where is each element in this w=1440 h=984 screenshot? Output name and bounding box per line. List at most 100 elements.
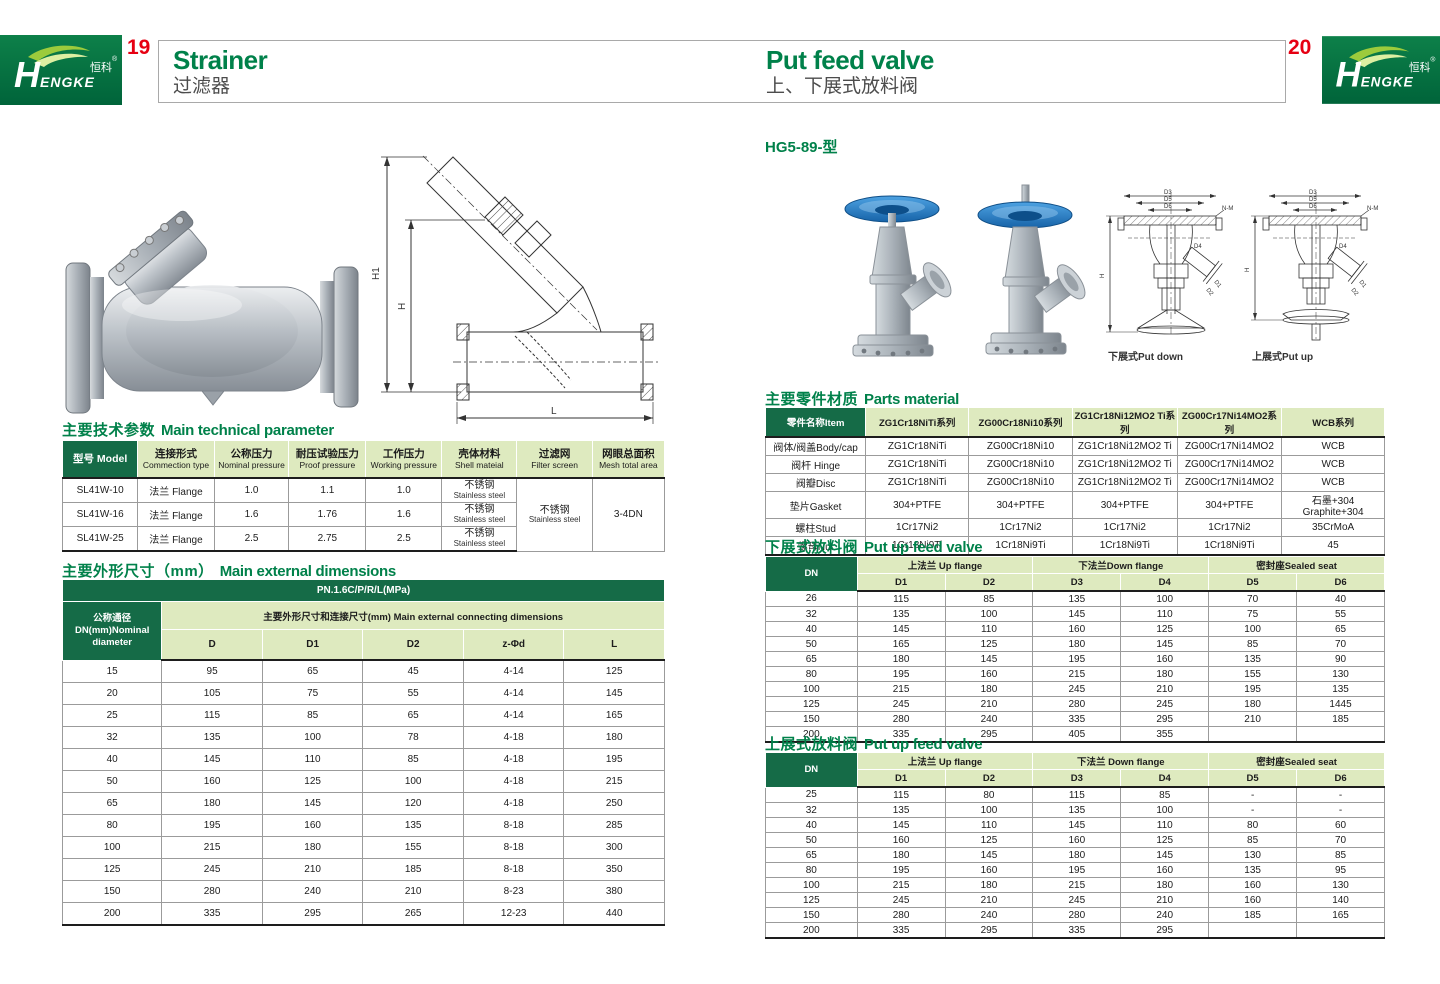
table-cell: 120 [362,792,464,815]
table-cell: 155 [1208,666,1298,682]
table-cell: 4-18 [462,792,565,815]
column-header: D2 [944,769,1034,788]
table-cell: 2.5 [365,526,443,552]
table-cell: 100 [261,726,364,749]
pn-header: PN.1.6C/P/R/L(MPa) [62,579,665,602]
table-cell: ZG1Cr18NiTi [865,473,970,492]
table-cell: ZG1Cr18Ni12MO2 Ti [1072,455,1178,474]
table-cell: 1Cr17Ni2 [968,518,1073,537]
logo-letter: H [1336,55,1362,94]
table-cell: 110 [944,817,1034,833]
table-cell: 1Cr17Ni2 [1072,518,1178,537]
table-cell: ZG1Cr18NiTi [865,436,970,456]
put-down-table: DN 上法兰 Up flange 下法兰Down flange 密封座Seale… [765,556,1385,743]
table-cell: 180 [856,847,946,863]
table-cell: 145 [856,621,946,637]
table-row: 150 280 240 280 240 185 165 [765,907,1385,923]
table-cell: 135 [1208,651,1298,667]
table-cell: 180 [1032,636,1122,652]
column-header: L [563,629,665,661]
table-cell: 210 [1120,892,1210,908]
table-cell: 215 [1032,666,1122,682]
table-cell: 45 [362,659,464,683]
dn-header: DN [765,752,858,788]
table-cell: 440 [563,902,665,926]
table-cell: 210 [1208,711,1298,727]
table-cell: 200 [61,902,163,926]
table-cell: 145 [944,847,1034,863]
table-cell: 95 [161,659,263,683]
table-cell: 35CrMoA [1281,518,1385,537]
column-header: D6 [1296,573,1385,592]
table-cell: 165 [1296,907,1385,923]
section-title-zh: 主要零件材质 [765,391,859,408]
column-header: ZG00Cr18Ni10系列 [968,407,1073,438]
table-cell: 180 [161,792,263,815]
table-cell: 160 [261,814,364,837]
table-cell: 405 [1032,726,1122,743]
table-cell: 4-14 [462,682,565,705]
table-cell: 1Cr18Ni9Ti [968,536,1073,556]
section-title-tech-params: 主要技术参数 Main technical parameter [62,419,334,440]
section-title-zh: 主要技术参数 [62,422,156,439]
dim-label-d3: D3 [1309,190,1317,196]
table-cell: 40 [765,621,858,637]
table-cell: 65 [1296,621,1385,637]
table-cell: 304+PTFE [865,491,970,519]
table-cell: 85 [1208,832,1298,848]
table-cell: 100 [1120,802,1210,818]
section-title-en: Put up feed valve [864,539,983,556]
table-cell: 65 [765,847,858,863]
column-header: 壳体材料 Shell mateial [441,440,518,479]
table-cell: 145 [161,748,263,771]
table-cell: 295 [261,902,364,926]
table-cell: 160 [856,832,946,848]
table-cell: 145 [1032,817,1122,833]
table-row: 50 165 125 180 145 85 70 [765,636,1385,652]
table-row: 螺柱Stud 1Cr17Ni2 1Cr17Ni2 1Cr17Ni2 1Cr17Ni2 35… [764,518,1385,537]
table-cell: 85 [261,704,364,727]
table-cell: 78 [362,726,464,749]
table-cell: 210 [944,696,1034,712]
table-cell: 55 [1296,606,1385,622]
page-number-right: 20 [1288,36,1312,59]
table-row: 阀瓣Disc ZG1Cr18NiTi ZG00Cr18Ni10 ZG1Cr18Ni12… [764,473,1385,492]
strainer-drawing: H1 H L [365,140,670,440]
table-cell: 1.76 [288,502,367,527]
table-cell: 1Cr17Ni2 [1176,518,1283,537]
hengke-logo-graphic: H ENGKE 恒科 ® [1322,36,1440,104]
table-cell: 80 [944,786,1034,803]
table-cell: 160 [161,770,263,793]
table-cell: 65 [61,792,163,815]
table-row: 15 95 65 45 4-14 125 [61,659,665,683]
table-cell: 32 [765,606,858,622]
table-cell: 26 [765,590,858,607]
table-cell: 160 [1120,651,1210,667]
table-cell: 145 [1120,847,1210,863]
table-cell: 280 [161,880,263,903]
table-cell: 125 [944,832,1034,848]
group-header: 上法兰 Up flange [856,556,1034,574]
dim-label-d2: D2 [1204,287,1214,297]
table-cell: 110 [944,621,1034,637]
hengke-logo-right: H ENGKE 恒科 ® [1322,35,1440,105]
table-cell: 240 [944,907,1034,923]
table-row: 150 280 240 210 8-23 380 [61,880,665,903]
table-cell: 1.6 [365,502,443,527]
column-header: ZG00Cr17Ni14MO2系列 [1176,407,1283,438]
table-cell: 80 [1208,817,1298,833]
table-cell: 295 [944,922,1034,939]
table-cell: - [1296,786,1385,803]
table-cell: 185 [1296,711,1385,727]
table-cell: 8-18 [462,814,565,837]
section-title-dimensions: 主要外形尺寸（mm） Main external dimensions [62,560,396,581]
table-cell: 8-23 [462,880,565,903]
table-cell: 245 [1120,696,1210,712]
dim-label-nm: N-M [1367,206,1378,212]
table-cell: 25 [765,786,858,803]
table-cell: 180 [944,877,1034,893]
table-cell [1296,922,1385,939]
table-row: 40 145 110 145 110 80 60 [765,817,1385,833]
section-title-zh: 主要外形尺寸（mm） [62,563,214,580]
table-row: 50 160 125 100 4-18 215 [61,770,665,793]
